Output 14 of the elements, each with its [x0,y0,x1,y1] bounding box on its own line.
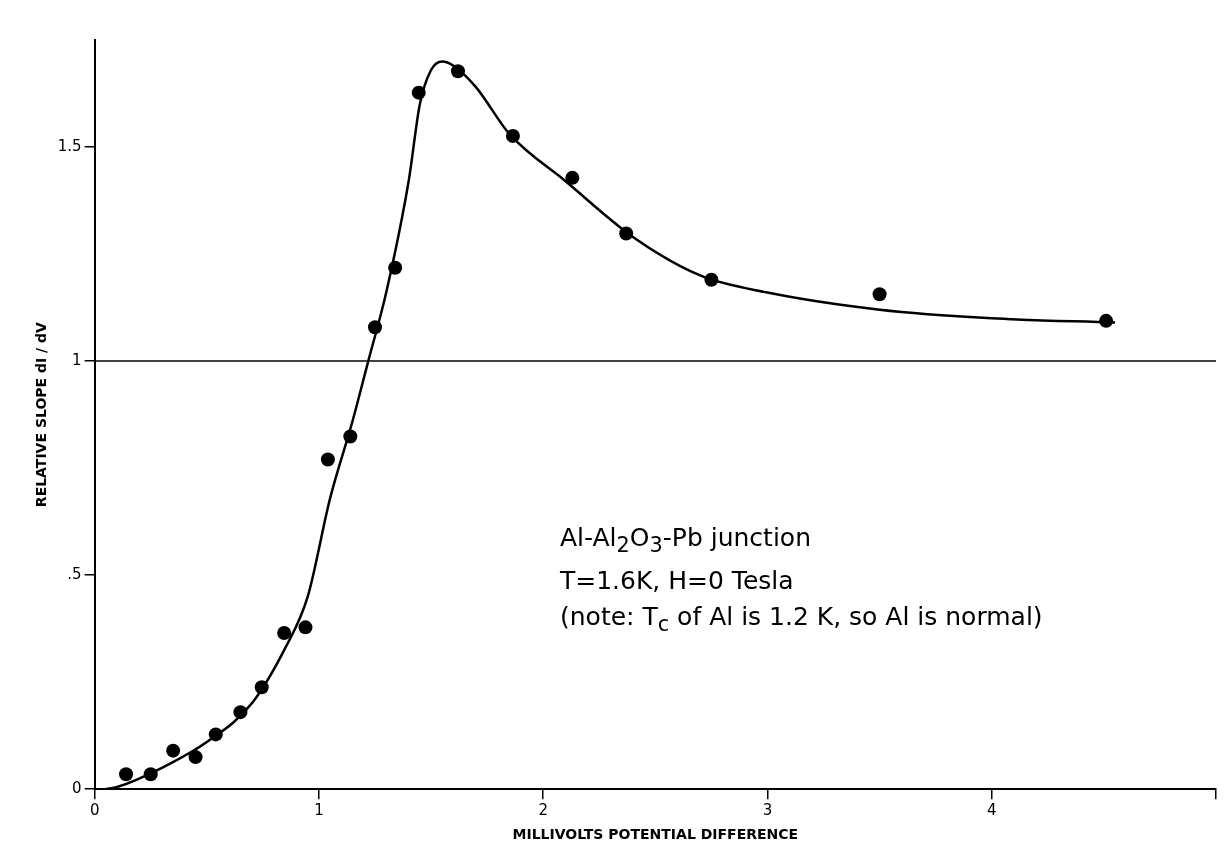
annotation: T=1.6K, H=0 Tesla [560,565,795,597]
x-axis-title: MILLIVOLTS POTENTIAL DIFFERENCE [512,826,799,843]
x-tick-label: 2 [538,801,548,820]
y-tick-label: 1.5 [57,136,82,155]
y-tick-label: 1 [72,350,82,369]
y-tick-label: 0 [72,779,82,798]
y-axis-title: RELATIVE SLOPE dI / dV [33,321,50,508]
y-tick-label: .5 [67,565,82,584]
annotation: (note: T$_{c}$ of Al is 1.2 K, so Al is normal) [560,601,1043,638]
annotation: Al-Al$_{2}$O$_{3}$-Pb junction [560,522,812,559]
x-tick-label: 3 [762,801,773,820]
x-tick-label: 0 [89,801,100,820]
x-tick-label: 4 [986,801,997,820]
x-tick-label: 1 [314,801,324,820]
